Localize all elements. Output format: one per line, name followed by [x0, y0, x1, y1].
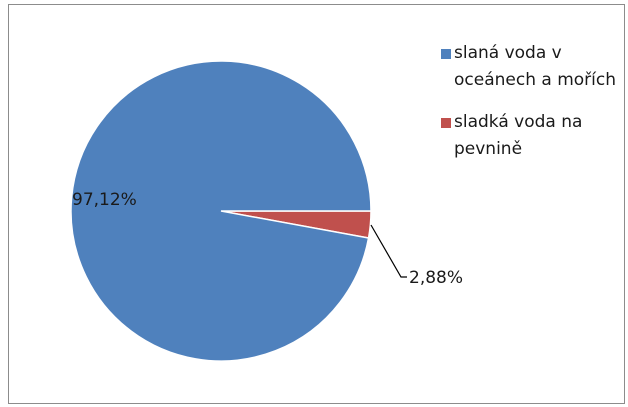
pie-slice-saltwater — [70, 60, 372, 362]
data-label-saltwater: 97,12% — [72, 190, 137, 210]
legend-swatch-freshwater — [441, 118, 451, 128]
legend-label-freshwater: sladká voda na pevnině — [454, 112, 583, 159]
legend: slaná voda v oceánech a mořích sladká vo… — [441, 40, 621, 163]
legend-item-freshwater: sladká voda na pevnině — [441, 109, 621, 163]
legend-label-saltwater: slaná voda v oceánech a mořích — [454, 43, 616, 90]
legend-swatch-saltwater — [441, 49, 451, 59]
leader-line — [370, 224, 407, 278]
pie-slices — [70, 60, 372, 362]
chart-frame: 97,12% 2,88% — [8, 4, 625, 404]
legend-item-saltwater: slaná voda v oceánech a mořích — [441, 40, 621, 94]
pie-chart: 97,12% 2,88% — [70, 60, 463, 362]
data-label-freshwater: 2,88% — [409, 268, 463, 288]
